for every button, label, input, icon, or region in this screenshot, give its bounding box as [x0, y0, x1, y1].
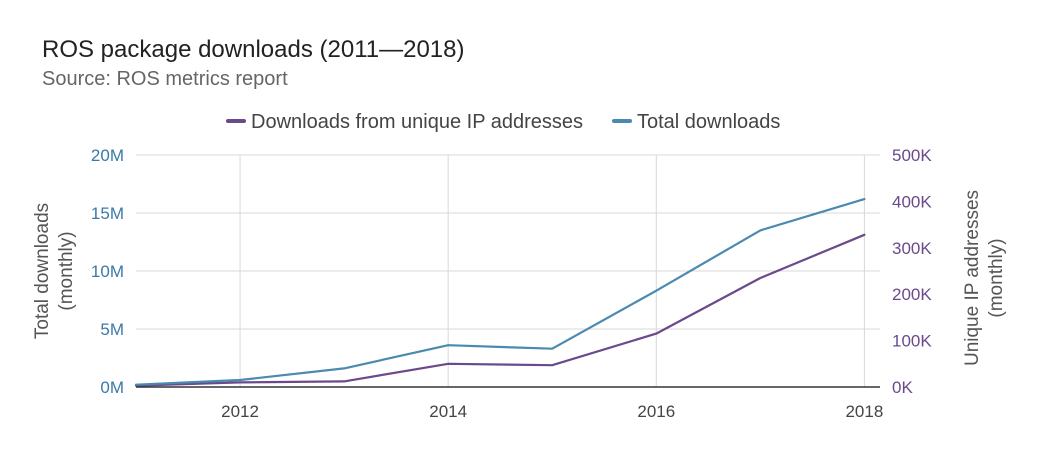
- right-tick-label: 300K: [892, 239, 932, 258]
- left-tick-label: 5M: [100, 320, 124, 339]
- left-axis-title: Total downloads (monthly): [32, 203, 77, 339]
- series-lines: [134, 198, 866, 387]
- x-tick-label: 2016: [637, 402, 675, 421]
- right-tick-label: 200K: [892, 285, 932, 304]
- grid-lines: [136, 154, 880, 387]
- right-tick-label: 400K: [892, 192, 932, 211]
- series-line-unique-ip: [134, 233, 866, 387]
- legend-label-total-downloads: Total downloads: [637, 111, 780, 133]
- left-tick-label: 10M: [91, 262, 124, 281]
- left-tick-label: 15M: [91, 204, 124, 223]
- legend-label-unique-ip: Downloads from unique IP addresses: [251, 111, 583, 133]
- axes: 0M 5M 10M 15M 20M 0K 100K 200K 300K 400K 500K 2012 2…: [32, 146, 1007, 421]
- right-tick-label: 100K: [892, 332, 932, 351]
- chart-subtitle: Source: ROS metrics report: [42, 68, 288, 90]
- x-tick-label: 2018: [845, 402, 883, 421]
- right-tick-label: 0K: [892, 378, 913, 397]
- right-axis-title: Unique IP addresses (monthly): [962, 190, 1007, 366]
- legend: Downloads from unique IP addresses Total …: [226, 111, 780, 133]
- left-tick-label: 0M: [100, 378, 124, 397]
- x-tick-label: 2014: [429, 402, 467, 421]
- x-tick-label: 2012: [221, 402, 259, 421]
- chart-title: ROS package downloads (2011—2018): [42, 36, 465, 63]
- right-tick-label: 500K: [892, 146, 932, 165]
- series-line-total-downloads: [134, 198, 866, 386]
- left-tick-label: 20M: [91, 146, 124, 165]
